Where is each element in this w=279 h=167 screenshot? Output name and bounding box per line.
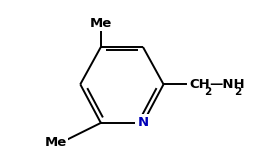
- Text: CH: CH: [189, 78, 210, 91]
- Text: Me: Me: [90, 17, 112, 30]
- Text: Me: Me: [44, 136, 66, 149]
- Text: —NH: —NH: [209, 78, 245, 91]
- Text: 2: 2: [234, 87, 242, 97]
- Text: N: N: [138, 116, 148, 129]
- Text: 2: 2: [204, 87, 211, 97]
